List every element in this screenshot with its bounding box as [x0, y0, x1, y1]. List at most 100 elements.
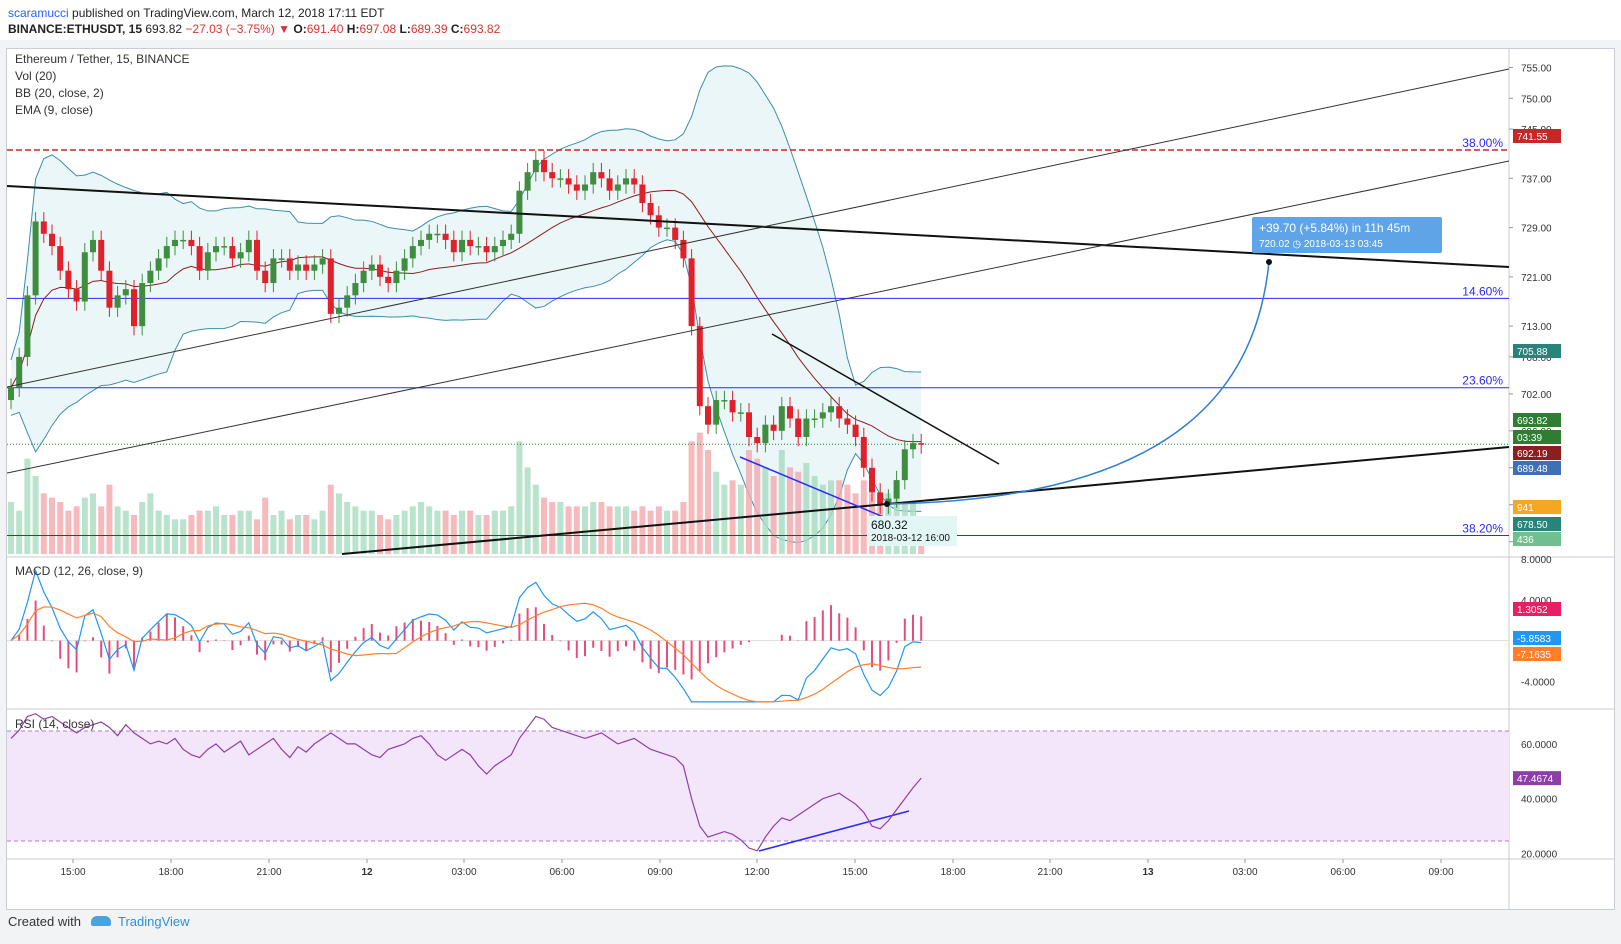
measure-box — [1252, 217, 1442, 253]
candle-body — [828, 406, 834, 413]
volume-bar — [598, 502, 605, 554]
volume-bar — [426, 506, 433, 554]
candle-body — [409, 246, 416, 259]
main-legend: Ethereum / Tether, 15, BINANCE Vol (20) … — [15, 51, 190, 119]
volume-bar — [155, 510, 162, 554]
candle-body — [729, 400, 736, 413]
price-change: −27.03 (−3.75%) — [185, 22, 275, 36]
volume-bar — [16, 510, 23, 554]
volume-bar — [229, 515, 236, 554]
volume-bar — [221, 515, 228, 554]
volume-bar — [680, 502, 687, 554]
candle-body — [860, 436, 867, 468]
volume-bar — [483, 515, 490, 554]
candle-body — [319, 258, 326, 265]
fib-level-label: 23.60% — [1462, 374, 1503, 388]
volume-bar — [90, 493, 96, 554]
last-price: 693.82 — [145, 22, 183, 36]
candle-body — [254, 239, 260, 271]
author-link[interactable]: scaramucci — [8, 6, 69, 20]
volume-bar — [500, 510, 506, 554]
volume-bar — [65, 510, 72, 554]
candle-body — [98, 239, 105, 271]
time-tick-label: 12 — [361, 867, 373, 878]
volume-bar — [147, 493, 154, 554]
volume-bar — [180, 519, 187, 554]
volume-bar — [819, 484, 826, 554]
volume-bar — [49, 497, 55, 554]
time-tick-label: 09:00 — [647, 867, 672, 878]
candle-body — [713, 400, 720, 425]
volume-bar — [401, 510, 408, 554]
volume-bar — [286, 519, 293, 554]
volume-bar — [541, 497, 547, 554]
tradingview-brand[interactable]: TradingView — [118, 914, 190, 929]
candle-body — [352, 283, 359, 296]
chart-canvas[interactable]: 38.20% 23.60% 14.60% 38.00% +39.70 (+5.84%) … — [7, 49, 1614, 909]
rsi-tick-label: 20.0000 — [1521, 850, 1558, 861]
candle-body — [541, 159, 547, 173]
legend-ema: EMA (9, close) — [15, 103, 94, 117]
candle-body — [344, 295, 351, 308]
candle-body — [8, 387, 14, 401]
candle-body — [237, 252, 244, 259]
fib-level-label: 14.60% — [1462, 284, 1503, 298]
candle-body — [696, 326, 703, 407]
macd-tag — [1513, 647, 1561, 661]
candle-body — [770, 424, 777, 431]
candle-body — [811, 418, 818, 421]
candle-body — [778, 406, 785, 431]
rsi-line — [10, 713, 922, 852]
macd-tag-label: -5.8583 — [1517, 634, 1551, 645]
volume-bar — [860, 480, 867, 554]
price-tag — [1513, 129, 1561, 143]
candle-body — [172, 239, 178, 247]
volume-bar — [319, 510, 326, 554]
candle-body — [188, 239, 195, 247]
candle-body — [680, 239, 687, 259]
macd-line — [10, 568, 922, 703]
candle-body — [24, 295, 31, 357]
candle-body — [532, 159, 539, 173]
volume-bar — [327, 484, 334, 554]
volume-bar — [565, 506, 572, 554]
price-tag — [1513, 446, 1561, 460]
candle-body — [450, 239, 457, 253]
volume-bar — [557, 502, 564, 554]
volume-bar — [737, 484, 744, 554]
price-tag — [1513, 517, 1561, 531]
time-tick-label: 06:00 — [549, 867, 574, 878]
candle-body — [910, 443, 916, 450]
trendline-support — [341, 446, 1510, 555]
time-tick-label: 21:00 — [1037, 867, 1062, 878]
candle-body — [491, 246, 498, 253]
rsi-tick-label: 60.0000 — [1521, 740, 1558, 751]
candle-body — [204, 252, 211, 271]
fib-level-label: 38.20% — [1462, 522, 1503, 536]
down-arrow-icon: ▼ — [278, 22, 291, 36]
macd-tick-label: 8.0000 — [1521, 555, 1552, 566]
chart-frame[interactable]: 38.20% 23.60% 14.60% 38.00% +39.70 (+5.84%) … — [6, 48, 1615, 910]
volume-bar — [631, 510, 638, 554]
bollinger-cloud — [11, 65, 922, 543]
rsi-band — [7, 731, 1509, 841]
low-price-label: 680.32 — [871, 518, 908, 532]
trendline-descending — [7, 185, 1510, 268]
candle-body — [418, 239, 424, 247]
candle-body — [213, 246, 219, 253]
candle-body — [754, 436, 761, 444]
candle-body — [295, 264, 301, 271]
candle-body — [122, 289, 129, 296]
volume-bar — [295, 515, 301, 554]
price-axis-bg — [1509, 49, 1614, 909]
volume-bar — [24, 458, 31, 554]
candle-body — [516, 190, 523, 234]
price-tick-label: 755.00 — [1521, 63, 1552, 74]
candle-body — [377, 264, 383, 277]
candle-body — [196, 246, 203, 271]
candle-body — [49, 233, 55, 247]
volume-bar — [664, 510, 670, 554]
volume-bar — [32, 476, 39, 554]
candle-body — [647, 202, 654, 216]
volume-bar — [852, 493, 859, 554]
